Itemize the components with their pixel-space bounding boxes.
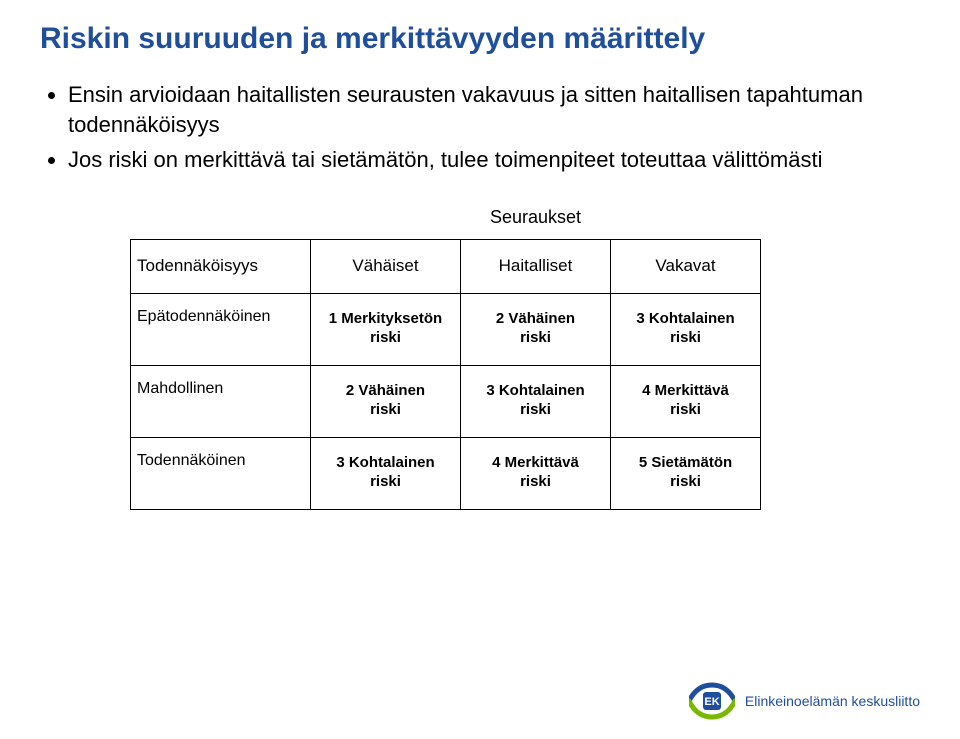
footer-org-name: Elinkeinoelämän keskusliitto — [745, 693, 920, 709]
blank-cell — [131, 197, 311, 239]
risk-cell: 1 Merkityksetönriski — [311, 293, 461, 365]
row-header: Todennäköinen — [131, 437, 311, 509]
risk-cell: 4 Merkittäväriski — [461, 437, 611, 509]
risk-cell: 2 Vähäinenriski — [311, 365, 461, 437]
risk-cell: 3 Kohtalainenriski — [311, 437, 461, 509]
risk-cell: 3 Kohtalainenriski — [461, 365, 611, 437]
page-title: Riskin suuruuden ja merkittävyyden määri… — [40, 22, 920, 56]
risk-matrix-table: Seuraukset Todennäköisyys Vähäiset Haita… — [130, 197, 761, 510]
risk-cell: 4 Merkittäväriski — [611, 365, 761, 437]
risk-cell: 3 Kohtalainenriski — [611, 293, 761, 365]
probability-header: Todennäköisyys — [131, 239, 311, 293]
risk-matrix-container: Seuraukset Todennäköisyys Vähäiset Haita… — [130, 197, 920, 510]
col-header: Haitalliset — [461, 239, 611, 293]
slide-container: Riskin suuruuden ja merkittävyyden määri… — [0, 0, 960, 739]
bullet-list: Ensin arvioidaan haitallisten seurausten… — [40, 80, 920, 175]
col-header: Vähäiset — [311, 239, 461, 293]
row-header: Mahdollinen — [131, 365, 311, 437]
ek-logo-icon: EK — [689, 681, 735, 721]
risk-cell: 5 Sietämätönriski — [611, 437, 761, 509]
bullet-item: Jos riski on merkittävä tai sietämätön, … — [68, 145, 920, 175]
col-header: Vakavat — [611, 239, 761, 293]
footer-logo: EK Elinkeinoelämän keskusliitto — [689, 681, 920, 721]
bullet-item: Ensin arvioidaan haitallisten seurausten… — [68, 80, 920, 139]
consequences-header: Seuraukset — [311, 197, 761, 239]
risk-cell: 2 Vähäinenriski — [461, 293, 611, 365]
row-header: Epätodennäköinen — [131, 293, 311, 365]
svg-text:EK: EK — [704, 696, 719, 708]
